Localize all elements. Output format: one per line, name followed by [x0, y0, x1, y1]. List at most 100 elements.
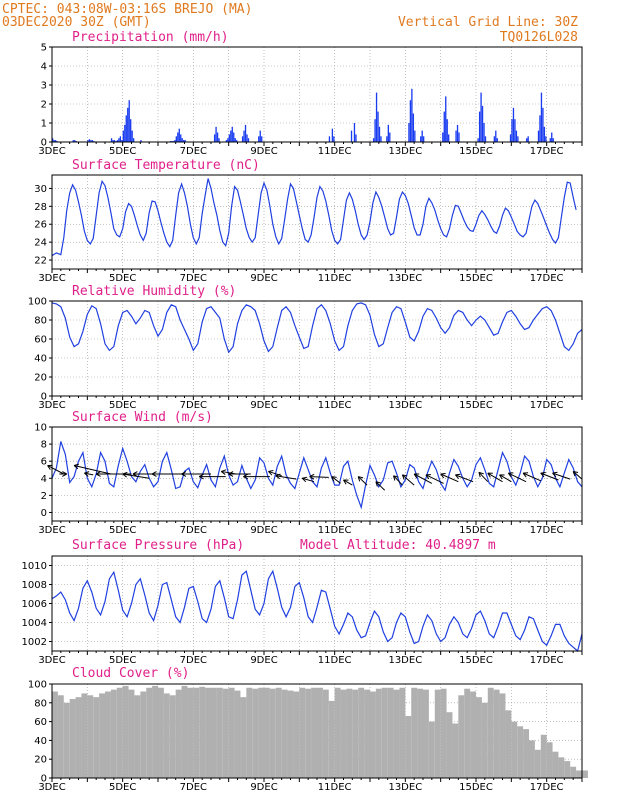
precip-bar: [121, 140, 123, 142]
cloud-bar: [299, 687, 306, 778]
cloud-bar: [63, 702, 70, 778]
wind-vector: [309, 476, 329, 478]
x-tick-label: 7DEC: [180, 273, 207, 284]
precip-bar: [477, 138, 479, 142]
precip-bar: [509, 134, 512, 142]
x-tick-label: 17DEC: [530, 655, 564, 666]
header-code: TQ0126L028: [500, 30, 578, 45]
cloud-bar: [311, 687, 317, 778]
x-tick-label: 17DEC: [530, 782, 564, 793]
x-tick-label: 7DEC: [180, 525, 207, 536]
precip-bar: [184, 140, 186, 142]
precip-bar: [181, 138, 183, 142]
x-tick-label: 15DEC: [459, 273, 493, 284]
cloud-bar: [375, 688, 382, 778]
y-tick-label: 1002: [22, 637, 47, 648]
wind-vector: [84, 472, 94, 476]
wind-arrowhead: [47, 465, 51, 470]
cloud-bar: [52, 691, 58, 778]
precip-bar: [53, 140, 55, 142]
wind-vector: [402, 474, 415, 486]
wind-arrowhead: [393, 475, 399, 478]
precip-bar: [495, 130, 497, 142]
precip-bar: [113, 140, 116, 142]
y-tick-label: 6: [41, 457, 47, 468]
wind-arrowhead: [440, 473, 445, 479]
cloud-bar: [499, 693, 506, 778]
precip-bar: [412, 113, 415, 142]
precip-bar: [515, 130, 518, 142]
x-tick-label: 13DEC: [388, 273, 422, 284]
x-tick-label: 3DEC: [38, 655, 65, 666]
wind-arrowhead: [268, 470, 274, 472]
precip-bar: [333, 136, 335, 142]
wind-arrowhead: [455, 473, 461, 476]
cloud-bar: [269, 688, 276, 778]
cloud-bar: [423, 689, 429, 778]
wind-vector: [302, 477, 315, 483]
precip-bar: [386, 136, 388, 142]
header-location: CPTEC: 043:08W-03:16S BREJO (MA): [2, 2, 252, 17]
precip-bar: [456, 124, 459, 142]
precip-bar: [91, 140, 94, 142]
wind-arrowhead: [122, 473, 127, 478]
panel-cloud: Cloud Cover (%) 0 20 40 60 80 100 3DEC 5DEC 7DEC 9…: [28, 666, 588, 793]
precip-bar: [537, 130, 540, 142]
wind-vector: [357, 476, 368, 486]
cloud-bar: [399, 687, 406, 778]
cloud-bar: [505, 710, 512, 778]
cloud-bar: [452, 723, 459, 778]
cloud-bar: [252, 688, 259, 778]
cloud-bar: [228, 687, 235, 778]
cloud-bar: [57, 695, 64, 778]
precip-bar: [54, 140, 57, 142]
header-grid-note: Vertical Grid Line: 30Z: [398, 15, 578, 30]
precip-bar: [549, 138, 551, 142]
x-tick-label: 15DEC: [459, 782, 493, 793]
x-tick-label: 13DEC: [388, 400, 422, 411]
cloud-bar: [258, 687, 264, 778]
wind-arrowhead: [73, 465, 79, 470]
wind-arrowhead: [198, 473, 204, 478]
cloud-bar: [240, 697, 247, 778]
precip-bar: [511, 119, 513, 142]
x-tick-label: 3DEC: [38, 273, 65, 284]
y-tick-label: 3: [41, 81, 47, 92]
wind-arrowhead: [275, 473, 281, 477]
precip-bar: [455, 130, 457, 142]
cloud-bar: [317, 687, 323, 778]
cloud-bar: [328, 700, 335, 778]
precip-bar: [374, 119, 376, 142]
wind-vector: [343, 479, 353, 486]
x-tick-label: 11DEC: [318, 273, 352, 284]
cloud-bar: [275, 687, 282, 778]
cloud-bar: [458, 695, 465, 778]
precip-bar: [175, 136, 177, 142]
x-tick-label: 15DEC: [459, 655, 493, 666]
header-date: 03DEC2020 30Z (GMT): [2, 15, 151, 30]
precip-bar: [411, 88, 413, 142]
wind-arrowhead: [198, 476, 204, 480]
wind-arrowhead: [331, 476, 335, 482]
y-tick-label: 4: [41, 62, 47, 73]
precip-bar: [372, 138, 375, 142]
cloud-bar: [393, 689, 400, 778]
precip-bar: [118, 138, 120, 142]
x-tick-label: 11DEC: [318, 525, 352, 536]
precip-bar: [389, 132, 391, 142]
panel-title-rh: Relative Humidity (%): [72, 284, 236, 299]
precip-bar: [478, 111, 481, 142]
y-tick-label: 1006: [22, 599, 47, 610]
x-tick-label: 15DEC: [459, 525, 493, 536]
series-line-temp: [51, 178, 577, 257]
cloud-bar: [493, 689, 500, 778]
x-tick-label: 7DEC: [180, 400, 207, 411]
x-tick-label: 5DEC: [109, 146, 136, 157]
x-tick-label: 5DEC: [109, 782, 136, 793]
wind-arrowhead: [268, 471, 273, 476]
wind-vector: [331, 476, 341, 484]
wind-vector: [552, 472, 571, 480]
x-tick-label: 13DEC: [388, 146, 422, 157]
precip-bar: [127, 107, 129, 142]
